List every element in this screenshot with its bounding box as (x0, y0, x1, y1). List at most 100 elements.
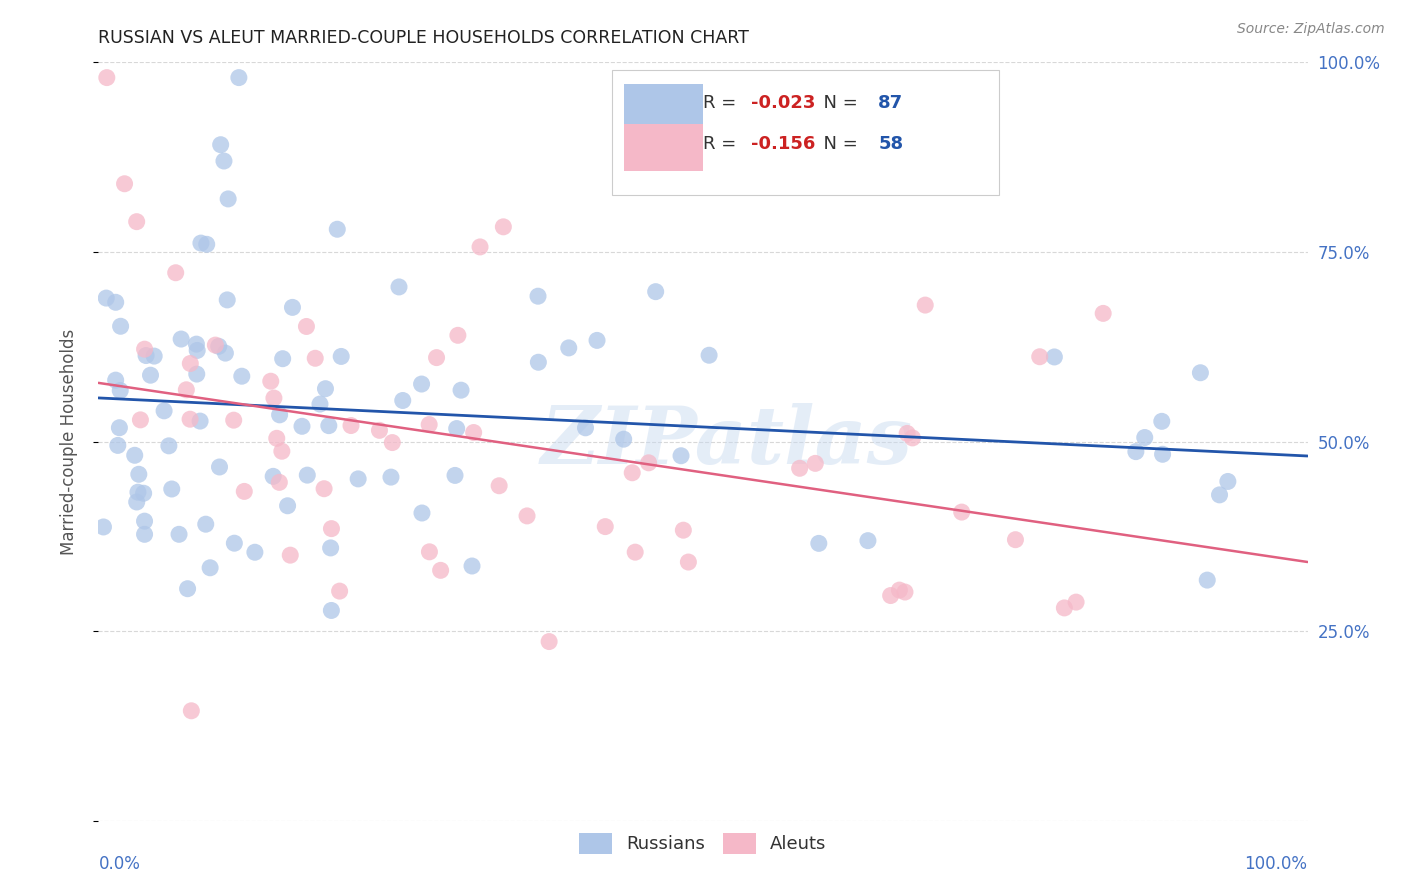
Point (104, 373, 127, 387)
Point (558, 341, 581, 355)
Point (125, 495, 148, 509)
FancyBboxPatch shape (624, 84, 703, 130)
Point (1092, 306, 1115, 320)
Point (309, 397, 332, 411)
Point (381, 435, 404, 450)
Point (807, 536, 830, 550)
Point (186, 337, 208, 351)
Point (463, 425, 485, 440)
Point (1043, 350, 1066, 364)
Point (329, 584, 352, 599)
Point (222, 413, 245, 427)
Point (176, 383, 198, 397)
Point (214, 346, 236, 360)
Text: -0.156: -0.156 (751, 135, 815, 153)
Point (104, 295, 127, 310)
Point (93, 520, 115, 534)
Point (669, 449, 692, 463)
Point (195, 237, 218, 252)
Point (1208, 488, 1230, 502)
Point (330, 350, 353, 364)
Point (180, 704, 202, 718)
Point (879, 589, 901, 603)
Point (186, 343, 208, 358)
Text: 100.0%: 100.0% (1244, 855, 1308, 872)
Point (186, 367, 208, 381)
Text: R =: R = (703, 94, 742, 112)
Point (447, 328, 470, 343)
Point (425, 351, 447, 365)
Text: Source: ZipAtlas.com: Source: ZipAtlas.com (1237, 22, 1385, 37)
Point (135, 349, 157, 363)
Text: RUSSIAN VS ALEUT MARRIED-COUPLE HOUSEHOLDS CORRELATION CHART: RUSSIAN VS ALEUT MARRIED-COUPLE HOUSEHOL… (98, 29, 749, 47)
Point (804, 456, 827, 470)
Point (107, 438, 129, 452)
Point (108, 421, 131, 435)
Point (418, 545, 440, 559)
Point (388, 280, 411, 294)
Text: ZIPatlas: ZIPatlas (541, 403, 914, 480)
Text: N =: N = (811, 135, 863, 153)
Point (894, 585, 917, 599)
Point (586, 334, 609, 348)
Text: R =: R = (703, 135, 742, 153)
Point (593, 519, 616, 533)
Point (297, 468, 319, 483)
Point (697, 348, 720, 362)
Point (444, 468, 467, 483)
Point (128, 467, 150, 482)
Point (901, 431, 924, 445)
Point (468, 240, 491, 254)
Point (321, 522, 343, 536)
Point (96, 70, 118, 85)
Point (208, 339, 231, 353)
Point (277, 499, 299, 513)
Point (1189, 366, 1212, 380)
Point (143, 349, 166, 363)
Point (314, 382, 336, 396)
Point (1133, 430, 1156, 444)
Point (157, 439, 180, 453)
Point (139, 368, 162, 383)
Point (488, 479, 510, 493)
Point (291, 419, 314, 434)
Legend: Russians, Aleuts: Russians, Aleuts (572, 826, 834, 861)
Point (304, 351, 326, 366)
Point (1152, 447, 1174, 461)
FancyBboxPatch shape (624, 124, 703, 171)
Point (170, 332, 193, 346)
Point (644, 285, 666, 299)
Point (179, 412, 201, 426)
Point (516, 508, 538, 523)
Point (224, 536, 246, 550)
Point (176, 582, 198, 596)
Point (96, 291, 118, 305)
Point (153, 404, 176, 418)
Point (318, 418, 340, 433)
Text: N =: N = (811, 94, 863, 112)
Point (281, 301, 304, 315)
Point (637, 456, 659, 470)
Point (198, 561, 221, 575)
Point (179, 357, 201, 371)
Point (1028, 350, 1050, 364)
Point (165, 266, 187, 280)
Point (127, 485, 149, 500)
Point (672, 523, 695, 537)
Point (124, 448, 146, 462)
Point (889, 583, 911, 598)
Point (243, 545, 266, 559)
Point (134, 514, 156, 528)
Point (347, 472, 370, 486)
Point (278, 548, 301, 562)
Point (446, 421, 468, 435)
Point (492, 219, 515, 234)
Point (190, 236, 212, 251)
Point (429, 563, 451, 577)
Point (326, 222, 349, 236)
Point (270, 444, 292, 458)
Point (269, 475, 291, 490)
Point (295, 319, 318, 334)
Point (450, 383, 472, 397)
Point (340, 418, 363, 433)
